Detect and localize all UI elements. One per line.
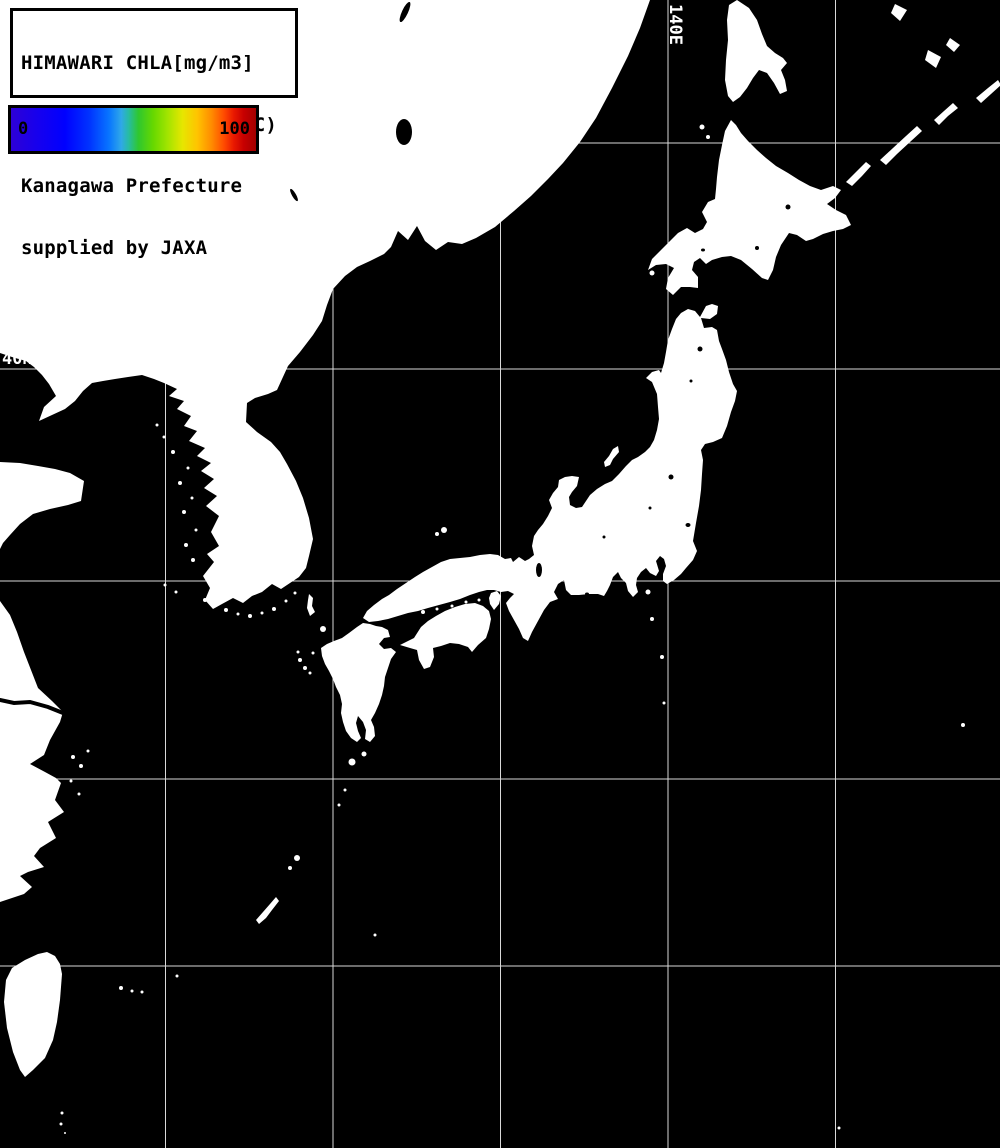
title-box: HIMAWARI CHLA[mg/m3] 2026/03/03 20:00 (U… [10,8,298,258]
land-iturup-island [880,126,922,165]
land-shikoku [400,603,491,669]
colorbar-gradient [11,108,256,151]
grid-labels: 140E 40N [2,4,685,369]
land-tsushima-island [307,594,315,616]
title-line-product: HIMAWARI CHLA[mg/m3] [21,52,254,74]
island-dots [18,124,965,1134]
land-okhotsk-sliver-1 [891,4,907,21]
title-line-credit: supplied by JAXA [21,236,208,259]
rivers [0,698,65,715]
grid-label-40N: 40N [2,349,33,369]
lakes [290,1,791,596]
land-kuril-corner [976,80,1000,103]
land-china-coast-south [0,601,64,902]
land-urup-island [934,103,958,125]
land-okinawa-island [256,897,279,924]
colorbar-max-label: 100 [219,119,250,139]
colorbar: 0 100 [8,105,259,154]
land-kunashiri-island [846,162,871,186]
land-okhotsk-sliver-2 [925,50,941,68]
land-okhotsk-sliver-3 [946,38,960,52]
title-line-region: Kanagawa Prefecture [21,175,243,197]
land-sakhalin [725,0,787,102]
land-awaji-island [489,591,501,610]
land-kyushu [321,623,396,742]
land-hokkaido [648,120,851,295]
land-sado-island [604,446,619,467]
land-taiwan [4,952,62,1077]
land-honshu [363,304,737,641]
grid-label-140E: 140E [665,4,685,45]
colorbar-min-label: 0 [18,119,29,139]
land-shandong-peninsula [0,462,84,549]
